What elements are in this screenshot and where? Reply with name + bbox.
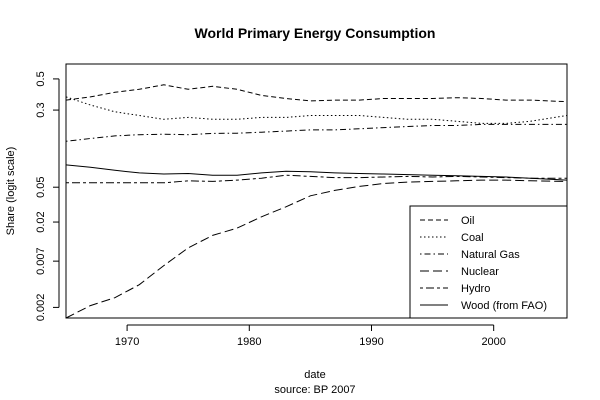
legend-label-wood-from-fao: Wood (from FAO) bbox=[461, 300, 547, 312]
x-tick-label: 1970 bbox=[115, 336, 139, 348]
y-tick-label: 0.5 bbox=[35, 71, 47, 86]
legend-box bbox=[409, 205, 568, 319]
x-tick-label: 1990 bbox=[359, 336, 383, 348]
legend-label-oil: Oil bbox=[461, 215, 474, 227]
y-tick-label: 0.05 bbox=[35, 176, 47, 197]
y-tick-label: 0.002 bbox=[35, 294, 47, 322]
legend-label-hydro: Hydro bbox=[461, 283, 490, 295]
y-tick-label: 0.3 bbox=[35, 102, 47, 117]
source-caption: source: BP 2007 bbox=[274, 384, 355, 396]
chart-title: World Primary Energy Consumption bbox=[195, 25, 436, 41]
series-line-hydro bbox=[66, 174, 567, 184]
x-tick-label: 2000 bbox=[481, 336, 505, 348]
x-axis: 1970 1980 1990 2000 bbox=[115, 324, 506, 348]
series-line-coal bbox=[65, 96, 568, 124]
x-tick-label: 1980 bbox=[237, 336, 261, 348]
plot-frame bbox=[65, 63, 568, 319]
series-line-wood-from-fao bbox=[65, 164, 568, 181]
y-tick-label: 0.007 bbox=[35, 247, 47, 275]
legend-label-natural-gas: Natural Gas bbox=[461, 249, 520, 261]
legend-label-nuclear: Nuclear bbox=[461, 266, 499, 278]
y-tick-label: 0.02 bbox=[35, 211, 47, 232]
legend: Oil Coal Natural Gas Nuclear Hydro Wood (from… bbox=[409, 205, 568, 319]
series-line-nuclear bbox=[65, 179, 568, 319]
series-line-natural-gas bbox=[65, 123, 567, 142]
legend-label-coal: Coal bbox=[461, 232, 484, 244]
y-axis: 0.002 0.007 0.02 0.05 0.3 0.5 bbox=[35, 71, 60, 322]
series-line-oil bbox=[65, 84, 568, 103]
y-axis-label: Share (logit scale) bbox=[5, 147, 17, 236]
x-axis-label: date bbox=[304, 369, 325, 381]
series-lines bbox=[65, 84, 568, 319]
